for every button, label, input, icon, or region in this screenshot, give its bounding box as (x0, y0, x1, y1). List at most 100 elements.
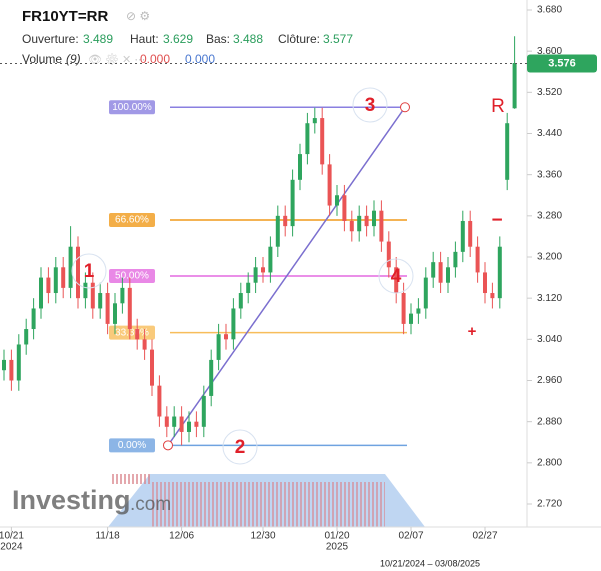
annotation: 3 (365, 95, 376, 116)
annotation: + (468, 323, 477, 340)
icon[interactable]: 👁 ⚙ ✕ ⋯ (88, 53, 145, 66)
annotation-circle (352, 87, 388, 123)
candle-body (261, 267, 265, 273)
candle-body (468, 220, 473, 247)
x-tick-label: 12/06 (169, 531, 194, 542)
candle-body (357, 215, 362, 232)
candle-body (409, 313, 413, 324)
candle-body (349, 220, 354, 232)
candle-body (68, 246, 73, 288)
watermark: Investing (12, 485, 131, 515)
candle-body (83, 282, 88, 299)
candle-body (453, 251, 458, 268)
candle-body (113, 303, 117, 324)
candle-body (312, 118, 317, 124)
icon[interactable]: ⊘ ⚙ (126, 9, 150, 23)
plot-area: 100.00% 66.60% 50.00% 33.30% 0.00% (2, 36, 517, 453)
close-value: 3.577 (323, 32, 353, 46)
candle-body (394, 267, 399, 294)
fib-label: 100.00% (112, 102, 152, 113)
watermark: .com (130, 494, 171, 515)
candle-body (224, 334, 228, 340)
candle-body (246, 282, 251, 294)
candle-body (238, 293, 243, 309)
candle-body (105, 293, 110, 324)
y-tick-label: 3.040 (537, 334, 562, 345)
candle-body (423, 277, 428, 309)
candle-body (164, 416, 169, 427)
last-price-tag (527, 54, 597, 73)
candle-body (157, 385, 162, 417)
candle-body (187, 421, 191, 432)
fib-label: 50.00% (115, 271, 149, 282)
annotation: R (491, 96, 505, 117)
candle-body (483, 272, 487, 294)
candle-body (172, 416, 177, 427)
y-tick-label: 3.680 (537, 5, 562, 16)
candle-body (364, 215, 369, 227)
candle-body (98, 293, 103, 309)
fib-label-box (109, 325, 155, 340)
y-tick-label: 3.120 (537, 293, 562, 304)
candle-body (142, 339, 147, 350)
fib-trend-line (167, 106, 406, 446)
y-tick-label: 3.280 (537, 210, 562, 221)
candle-body (386, 241, 391, 268)
candle-body (379, 210, 384, 242)
candle-body (209, 359, 214, 396)
candle-body (305, 123, 310, 155)
annotation: − (491, 210, 502, 231)
y-tick-label: 3.520 (537, 87, 562, 98)
x-tick-label: 01/20 (324, 531, 349, 542)
candle-body (431, 262, 436, 278)
candle-body (320, 118, 325, 165)
candle-body (490, 293, 495, 299)
volume-value: 0.000 (140, 52, 170, 66)
y-tick-label: 3.200 (537, 252, 562, 263)
symbol: FR10YT=RR (22, 8, 108, 25)
low-label: Bas: (206, 32, 230, 46)
candle-body (253, 267, 258, 283)
candle-body (90, 282, 95, 309)
candle-body (216, 334, 221, 360)
x-tick-label: 11/18 (95, 531, 120, 542)
x-tick-label: 12/30 (250, 531, 275, 542)
annotation-circle (71, 253, 107, 289)
candle-body (475, 246, 480, 273)
volume-label: Volume (22, 52, 62, 66)
candle-body (150, 349, 154, 386)
volume-bars (150, 482, 385, 527)
candle-body (201, 395, 206, 427)
candle-body (2, 359, 6, 371)
close-label: Clôture: (278, 32, 320, 46)
fib-label-box (109, 269, 155, 284)
annotation: 4 (391, 266, 402, 287)
high-value: 3.629 (163, 32, 193, 46)
fib-anchor (163, 440, 173, 451)
y-tick-label: 3.440 (537, 128, 562, 139)
candle-body (372, 210, 376, 227)
y-tick-label: 3.360 (537, 169, 562, 180)
candle-body (39, 277, 43, 309)
annotation: 1 (84, 261, 95, 282)
candle-body (127, 287, 132, 330)
candle-body (460, 220, 465, 252)
annotation: 2 (235, 437, 246, 458)
candle-body (16, 344, 21, 381)
candle-body (76, 246, 80, 299)
candle-body (31, 308, 36, 330)
candle-body (9, 359, 14, 381)
candle-body (327, 164, 332, 206)
date-range: 10/21/2024 – 03/08/2025 (380, 558, 480, 568)
candle-body (335, 195, 339, 206)
candle-body (24, 329, 29, 345)
last-price-label: 3.576 (548, 57, 576, 69)
year-label: 2025 (326, 542, 349, 553)
candle-body (512, 63, 517, 109)
x-tick-label: 10/21 (0, 531, 24, 542)
year-label: 2024 (0, 542, 23, 553)
annotation-circle (378, 258, 414, 294)
candle-body (401, 293, 406, 324)
open-value: 3.489 (83, 32, 113, 46)
candle-body (438, 262, 443, 283)
